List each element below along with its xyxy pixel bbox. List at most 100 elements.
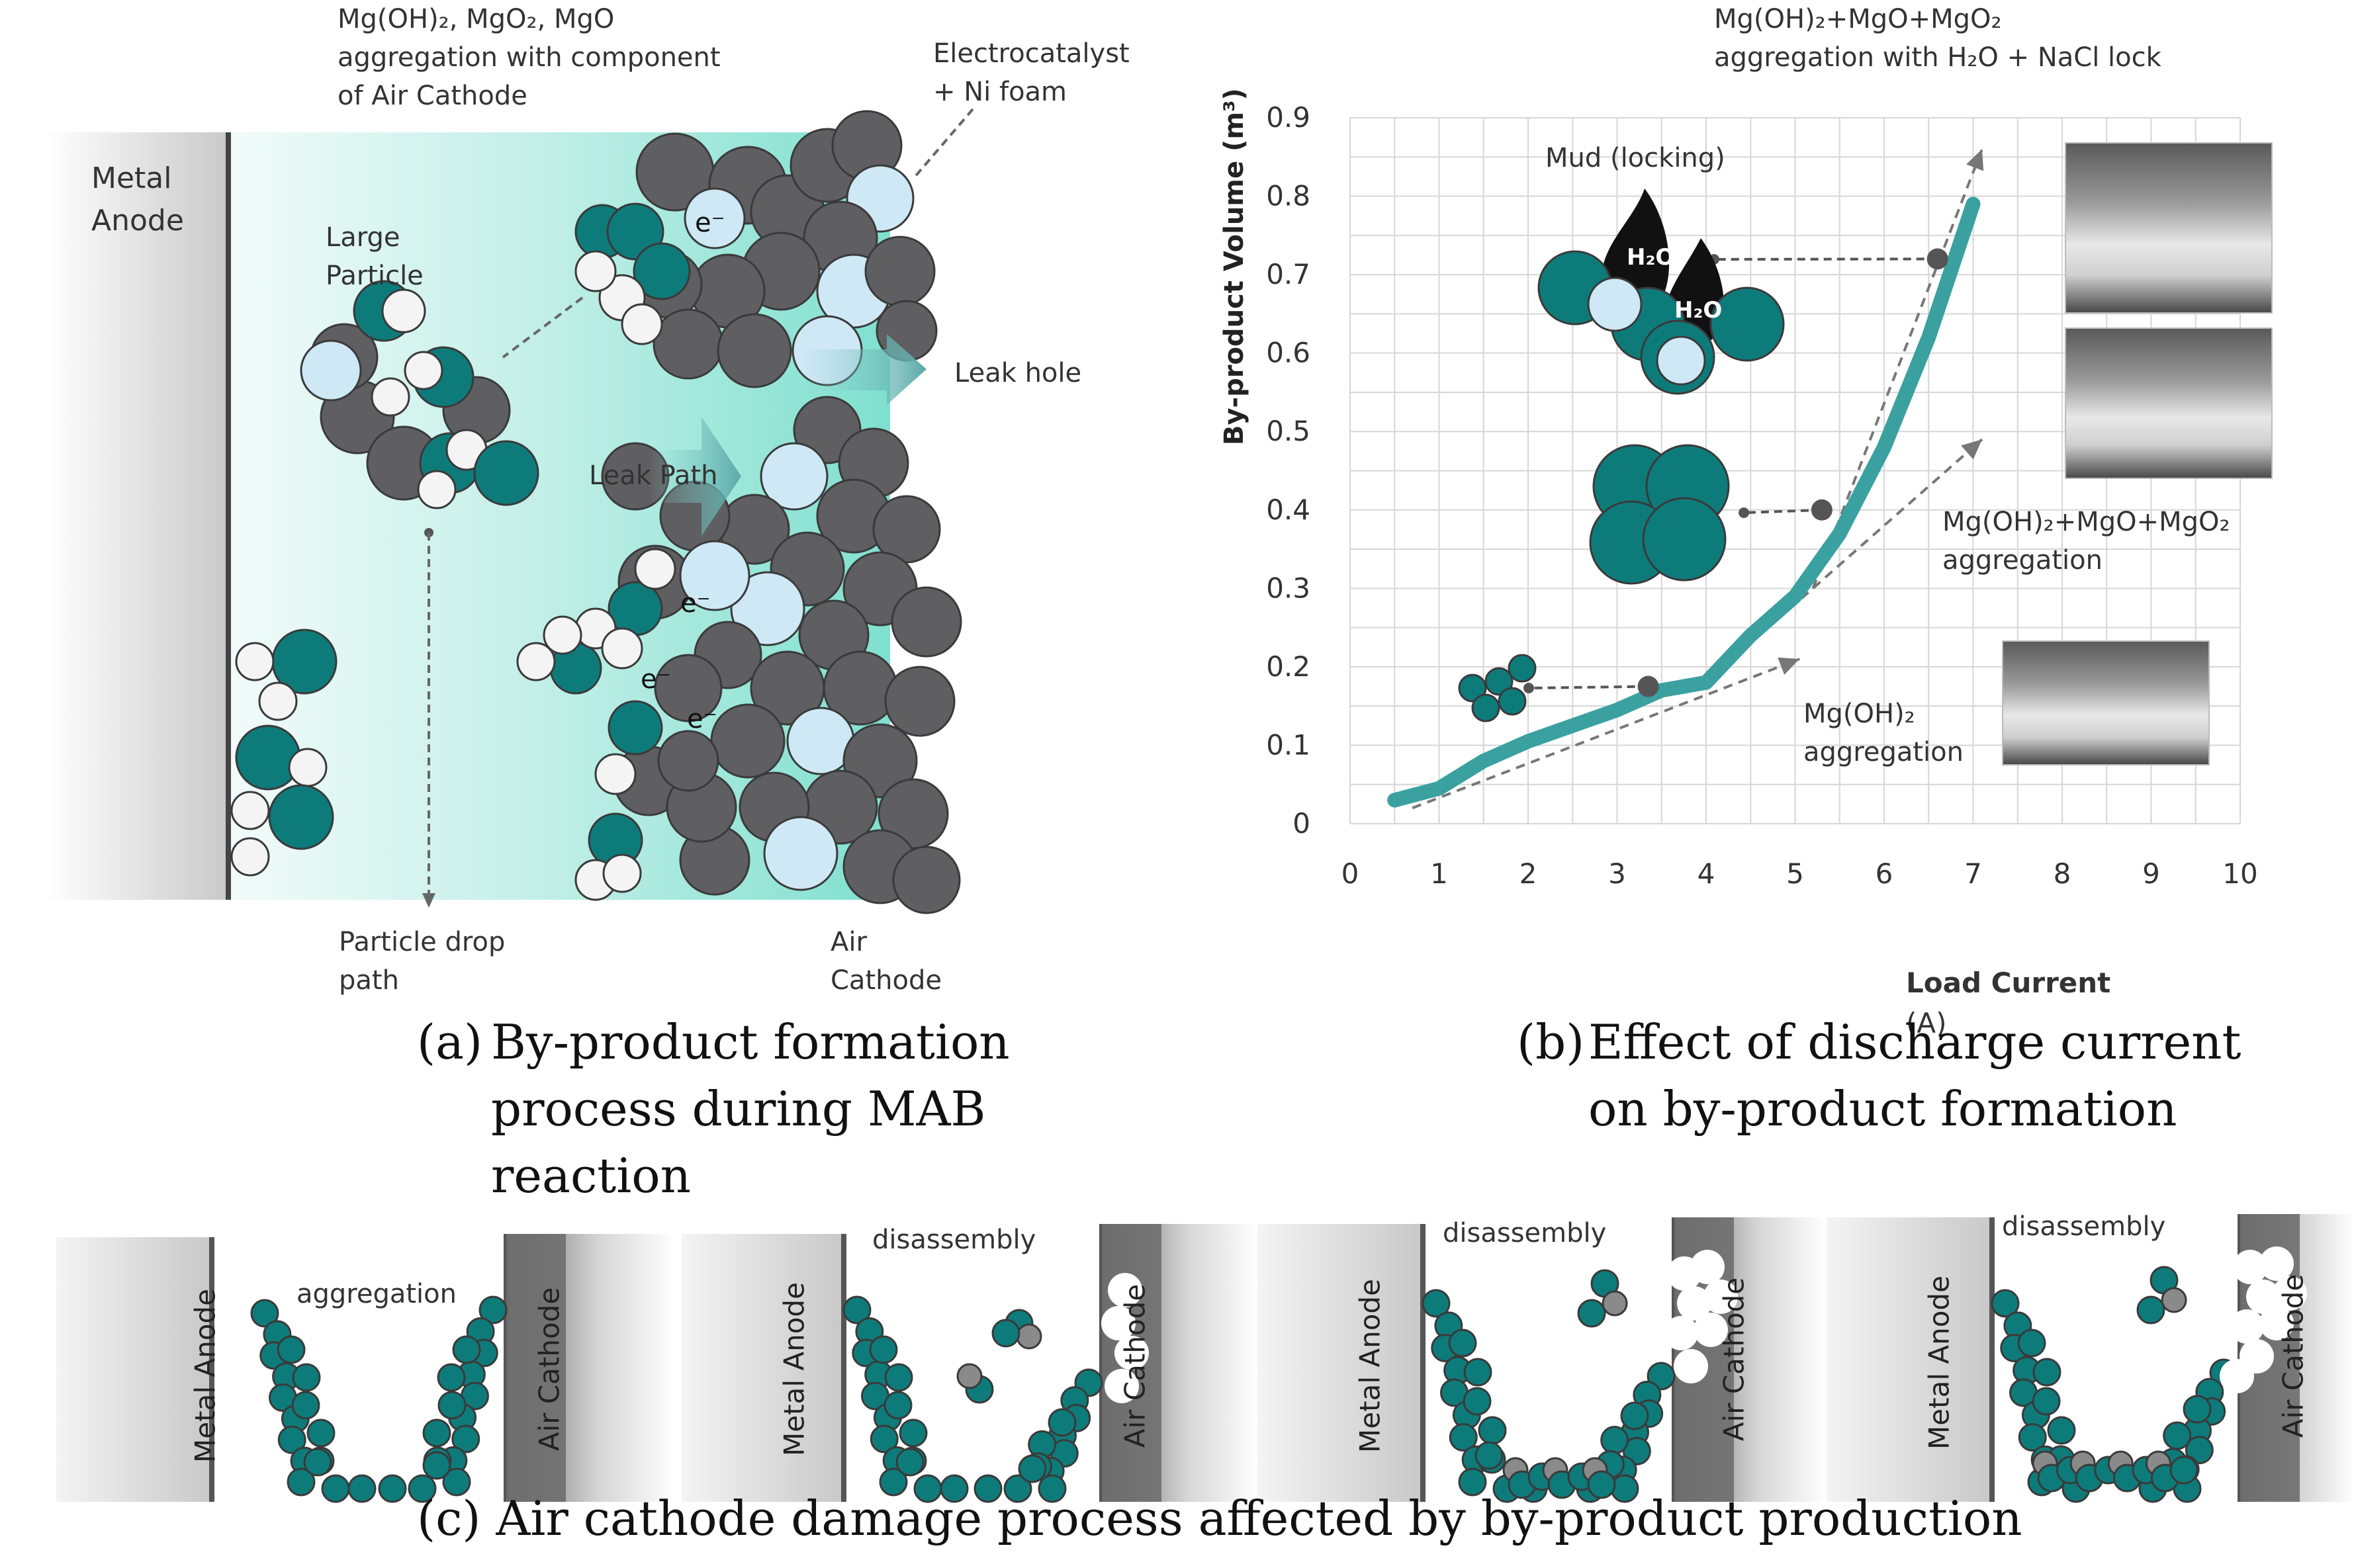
photo-middle bbox=[2065, 327, 2273, 479]
particle-stack bbox=[1003, 1474, 1032, 1503]
x-axis-label: Load Current (A) bbox=[1906, 923, 2110, 1044]
particle-stack bbox=[1422, 1289, 1451, 1318]
anode-block bbox=[1827, 1217, 1992, 1502]
particle-stack bbox=[879, 1467, 908, 1497]
falling-particle bbox=[956, 1363, 983, 1389]
particle-stack bbox=[451, 1424, 480, 1454]
large-particle bbox=[381, 288, 426, 333]
particle-stack bbox=[437, 1391, 467, 1420]
particle-stack bbox=[1458, 1467, 1487, 1497]
metal-anode-body bbox=[46, 132, 228, 900]
particle-stack bbox=[2018, 1423, 2047, 1452]
cathode-dense-layer bbox=[506, 1234, 566, 1502]
particle-stack bbox=[884, 1363, 913, 1392]
disassembly-c1: disassembly bbox=[872, 1225, 1036, 1255]
leader-end-dot bbox=[1739, 507, 1749, 518]
leak-path-arrow bbox=[649, 417, 741, 536]
caption-c: (c) Air cathode damage process affected … bbox=[417, 1491, 2022, 1546]
anode-block bbox=[682, 1234, 844, 1502]
y-tick-label: 0.8 bbox=[1266, 180, 1310, 212]
white-particle bbox=[1694, 1313, 1728, 1347]
anode-particle bbox=[258, 681, 298, 721]
particle-stack bbox=[869, 1335, 898, 1364]
particle-stack bbox=[277, 1425, 306, 1454]
white-particle bbox=[2246, 1280, 2281, 1314]
large-particle bbox=[371, 377, 410, 417]
particle-stack bbox=[2032, 1387, 2061, 1416]
leader-line bbox=[1528, 685, 1649, 689]
white-particle bbox=[1105, 1369, 1139, 1403]
white-particle bbox=[1690, 1250, 1725, 1284]
particle-stack bbox=[2183, 1395, 2212, 1424]
series-line bbox=[1387, 196, 1981, 808]
chart-area: 0 1 2 3 4 5 6 7 8 9 10 0 0.1 0.2 0.3 0.4 0.5 0.6 0.7 0.8 0.9… bbox=[1266, 101, 2258, 890]
data-marker bbox=[1811, 499, 1833, 521]
panel-a-diagram: e⁻ e⁻ e⁻ e⁻ bbox=[46, 108, 974, 914]
small-cluster-particle bbox=[1458, 674, 1487, 703]
top-annotation: Mg(OH)₂+MgO+MgO₂ aggregation with H₂O + … bbox=[1714, 4, 2161, 73]
y-tick-label: 0.1 bbox=[1266, 728, 1310, 761]
x-tick-label: 6 bbox=[1876, 857, 1893, 890]
air-cathode-c4: Air Cathode bbox=[2277, 1274, 2310, 1438]
particle-stack bbox=[1474, 1441, 1504, 1470]
x-tick-label: 2 bbox=[1519, 857, 1537, 890]
particle-stack bbox=[899, 1418, 928, 1448]
cathode-particles bbox=[516, 110, 962, 914]
white-particle bbox=[1114, 1336, 1149, 1370]
aggregation-label: Mg(OH)₂, MgO₂, MgO aggregation with comp… bbox=[338, 4, 721, 111]
metal-anode-c3: Metal Anode bbox=[1353, 1279, 1386, 1453]
caption-a-letter: (a) bbox=[417, 1014, 483, 1070]
cathode-particle bbox=[654, 654, 723, 722]
trend-arrow bbox=[1705, 438, 1983, 684]
particle-stack bbox=[347, 1474, 377, 1503]
electron-label-1: e⁻ bbox=[695, 208, 725, 238]
large-particle bbox=[473, 440, 539, 506]
large-particle-cluster bbox=[300, 280, 539, 509]
cathode-particle bbox=[717, 313, 792, 388]
particle-stack bbox=[287, 1467, 316, 1497]
particle-stack bbox=[1048, 1408, 1077, 1437]
white-particle bbox=[2259, 1246, 2294, 1281]
particle-stack bbox=[2017, 1328, 2046, 1358]
large-particle bbox=[300, 339, 362, 402]
panel-c: Metal Anode Air Cathode Metal Anode Air … bbox=[0, 1204, 2354, 1568]
cathode-particle bbox=[679, 540, 750, 611]
data-marker bbox=[1926, 248, 1948, 270]
particle-stack bbox=[883, 1391, 913, 1420]
y-tick-label: 0.9 bbox=[1266, 101, 1310, 134]
falling-particle bbox=[2161, 1287, 2187, 1313]
particle-stack bbox=[1991, 1289, 2020, 1318]
y-tick-label: 0.5 bbox=[1266, 415, 1310, 447]
large-particle bbox=[417, 470, 457, 509]
particle-stack bbox=[442, 1467, 471, 1497]
cathode-particle bbox=[878, 778, 949, 849]
particle-drop-label: Particle drop path bbox=[339, 927, 506, 996]
attached-particle bbox=[608, 581, 663, 636]
cathode-particle bbox=[872, 495, 941, 564]
x-axis-label-unit: (A) bbox=[1906, 1006, 1947, 1039]
small-cluster-particle bbox=[1484, 667, 1514, 696]
particle-stack bbox=[2163, 1421, 2192, 1450]
y-tick-label: 0.4 bbox=[1266, 494, 1310, 526]
particle-stack bbox=[1018, 1454, 1047, 1483]
white-particle bbox=[1703, 1280, 1738, 1314]
cathode-particle bbox=[864, 236, 936, 307]
cathode-particle bbox=[657, 730, 719, 792]
x-tick-label: 10 bbox=[2222, 857, 2257, 890]
anode-block bbox=[56, 1237, 212, 1502]
leak-hole-arrow bbox=[801, 334, 927, 405]
attached-particle bbox=[634, 548, 676, 590]
particle-stack bbox=[1620, 1401, 1649, 1430]
cathode-particle bbox=[892, 846, 961, 914]
x-tick-label: 4 bbox=[1698, 857, 1715, 890]
trend-arrowhead bbox=[1961, 439, 1982, 460]
falling-particle bbox=[1602, 1290, 1628, 1317]
particle-stack bbox=[973, 1474, 1003, 1503]
white-particle bbox=[2220, 1359, 2254, 1393]
attached-particle bbox=[574, 250, 617, 292]
x-tick-label: 0 bbox=[1341, 857, 1359, 890]
white-particle bbox=[1674, 1349, 1708, 1383]
particle-stack bbox=[408, 1474, 437, 1503]
white-particle bbox=[2259, 1306, 2294, 1340]
particle-stack bbox=[478, 1295, 508, 1325]
